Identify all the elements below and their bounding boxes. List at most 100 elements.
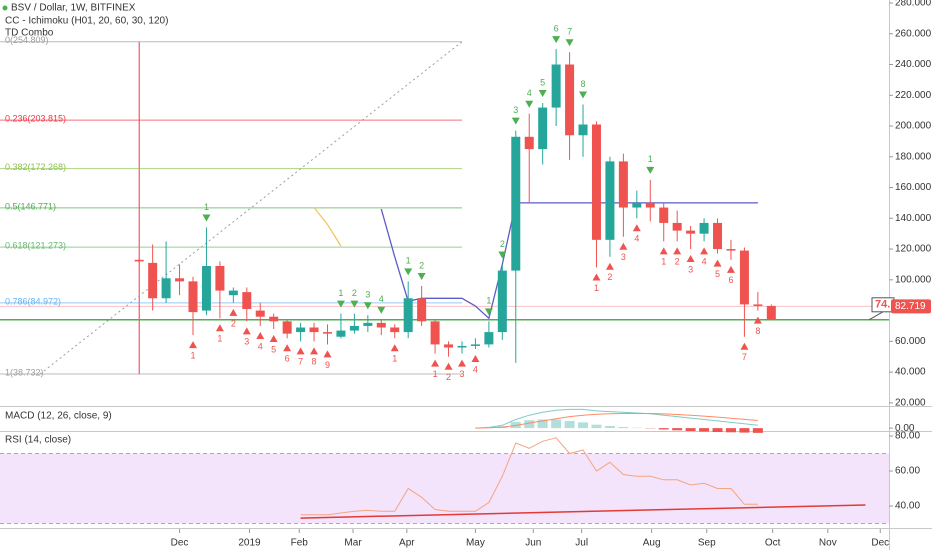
x-tick-label: Jun <box>525 538 541 549</box>
fib-label: 0.236(203.815) <box>5 114 66 124</box>
x-tick-label: Aug <box>643 538 661 549</box>
fib-label: 0.5(146.771) <box>5 201 56 211</box>
td-count: 9 <box>325 360 330 370</box>
candle-body <box>700 223 709 234</box>
td-count: 2 <box>352 288 357 298</box>
td-count: 5 <box>540 77 545 87</box>
td-count: 1 <box>204 202 209 212</box>
candle-body <box>296 327 305 332</box>
y-tick-label: 200.000 <box>895 121 932 132</box>
y-tick-label: 140.000 <box>895 213 932 224</box>
rsi-y-tick-label: 60.00 <box>895 466 920 477</box>
macd-histogram-bar <box>578 422 588 428</box>
y-tick-label: 20.000 <box>895 397 926 408</box>
price-tag-label: 74. <box>875 299 890 311</box>
candle-body <box>484 332 493 344</box>
td-count: 1 <box>594 283 599 293</box>
candle-body <box>148 263 157 298</box>
x-tick-label: Sep <box>698 538 716 549</box>
candle-body <box>632 203 641 208</box>
y-tick-label: 220.000 <box>895 90 932 101</box>
candle-body <box>202 266 211 311</box>
td-count: 1 <box>190 351 195 361</box>
td-count: 8 <box>755 326 760 336</box>
td-count: 1 <box>486 296 491 306</box>
td-count: 5 <box>271 344 276 354</box>
x-tick-label: Oct <box>765 538 781 549</box>
td-count: 6 <box>285 354 290 364</box>
td-count: 1 <box>338 288 343 298</box>
candle-body <box>457 346 466 348</box>
candle-body <box>740 251 749 305</box>
candle-body <box>363 323 372 326</box>
td-count: 4 <box>634 234 639 244</box>
td-count: 2 <box>675 257 680 267</box>
td-count: 2 <box>500 239 505 249</box>
macd-histogram-bar <box>713 428 723 432</box>
td-count: 8 <box>312 357 317 367</box>
td-count: 6 <box>728 275 733 285</box>
x-tick-label: Dec <box>871 538 889 549</box>
td-count: 7 <box>742 352 747 362</box>
y-tick-label: 60.000 <box>895 336 926 347</box>
candle-body <box>283 321 292 333</box>
candle-body <box>552 65 561 108</box>
td-count: 3 <box>688 264 693 274</box>
candle-body <box>726 249 735 251</box>
candle-body <box>713 223 722 249</box>
x-tick-label: Nov <box>819 538 837 549</box>
x-tick-label: Apr <box>399 538 415 549</box>
macd-histogram-bar <box>739 428 749 432</box>
rsi-y-tick-label: 80.00 <box>895 431 920 442</box>
x-tick-label: 2019 <box>238 538 261 549</box>
candle-body <box>619 161 628 207</box>
candle-body <box>431 321 440 344</box>
candle-body <box>646 203 655 208</box>
y-tick-label: 100.000 <box>895 274 932 285</box>
y-tick-label: 40.000 <box>895 367 926 378</box>
td-count: 7 <box>298 357 303 367</box>
td-count: 8 <box>581 79 586 89</box>
candle-body <box>162 278 171 298</box>
candle-body <box>404 298 413 332</box>
y-tick-label: 240.000 <box>895 59 932 70</box>
td-count: 3 <box>365 290 370 300</box>
candle-body <box>565 65 574 136</box>
td-count: 2 <box>419 260 424 270</box>
candle-body <box>444 344 453 347</box>
macd-histogram-bar <box>753 428 763 433</box>
candle-body <box>390 327 399 332</box>
indicator-label: TD Combo <box>5 28 54 39</box>
rsi-y-tick-label: 40.00 <box>895 501 920 512</box>
td-count: 3 <box>244 337 249 347</box>
y-tick-label: 160.000 <box>895 182 932 193</box>
td-count: 4 <box>258 341 263 351</box>
candle-body <box>538 108 547 150</box>
candle-body <box>471 344 480 346</box>
y-tick-label: 260.000 <box>895 28 932 39</box>
td-count: 7 <box>567 27 572 37</box>
fib-label: 0.786(84.972) <box>5 296 61 306</box>
td-count: 5 <box>715 269 720 279</box>
td-count: 2 <box>231 318 236 328</box>
candle-body <box>605 161 614 239</box>
td-count: 3 <box>459 369 464 379</box>
x-tick-label: Jul <box>575 538 588 549</box>
x-tick-label: Dec <box>171 538 189 549</box>
td-count: 1 <box>217 334 222 344</box>
macd-title: MACD (12, 26, close, 9) <box>5 411 112 422</box>
macd-histogram-bar <box>618 427 628 428</box>
macd-histogram-bar <box>686 428 696 431</box>
candle-body <box>511 137 520 271</box>
candle-body <box>498 271 507 333</box>
candle-body <box>377 323 386 328</box>
td-count: 4 <box>527 88 532 98</box>
candle-body <box>188 281 197 312</box>
candle-body <box>269 317 278 322</box>
candle-body <box>135 260 144 262</box>
x-tick-label: Feb <box>291 538 309 549</box>
td-count: 2 <box>607 272 612 282</box>
candle-body <box>592 124 601 239</box>
td-count: 3 <box>621 252 626 262</box>
